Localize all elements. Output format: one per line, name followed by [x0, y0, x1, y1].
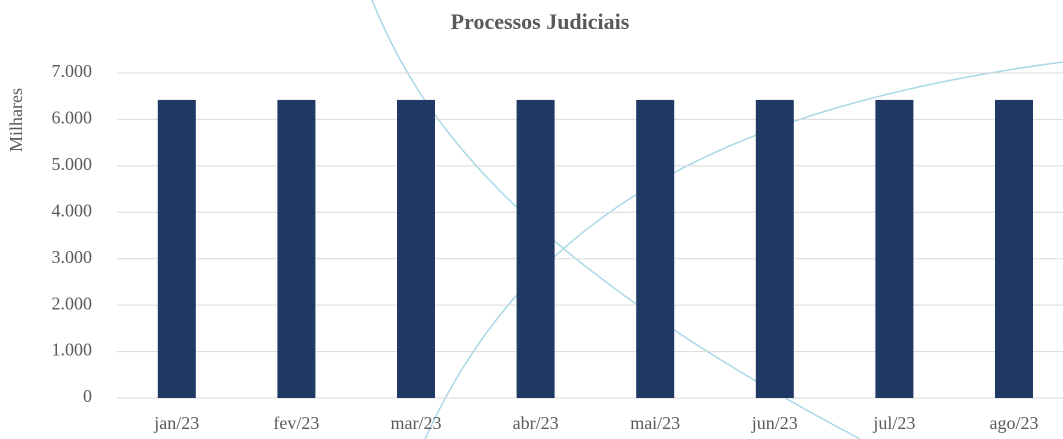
- bar: [755, 99, 794, 398]
- chart-title: Processos Judiciais: [451, 9, 630, 34]
- bar: [277, 99, 316, 398]
- bar: [516, 99, 555, 398]
- bar: [995, 99, 1033, 398]
- y-tick-label: 0: [83, 386, 92, 406]
- y-tick-label: 7.000: [52, 61, 93, 81]
- y-tick-label: 6.000: [52, 108, 93, 128]
- y-tick-label: 1.000: [52, 340, 93, 360]
- x-tick-label: jun/23: [751, 413, 798, 433]
- x-tick-label: mai/23: [630, 413, 680, 433]
- bar: [397, 99, 435, 398]
- x-tick-label: ago/23: [990, 413, 1039, 433]
- y-tick-label: 3.000: [52, 247, 93, 267]
- y-tick-label: 2.000: [52, 293, 93, 313]
- x-tick-label: fev/23: [273, 413, 319, 433]
- x-tick-label: jul/23: [872, 413, 915, 433]
- x-tick-label: mar/23: [391, 413, 442, 433]
- bar: [636, 99, 675, 398]
- y-tick-label: 5.000: [52, 154, 93, 174]
- y-axis-title: Milhares: [6, 88, 26, 152]
- decor-curve: [371, 0, 861, 439]
- bar: [875, 99, 914, 398]
- x-tick-label: jan/23: [153, 413, 199, 433]
- bar: [157, 99, 196, 398]
- y-tick-label: 4.000: [52, 200, 93, 220]
- x-tick-label: abr/23: [513, 413, 559, 433]
